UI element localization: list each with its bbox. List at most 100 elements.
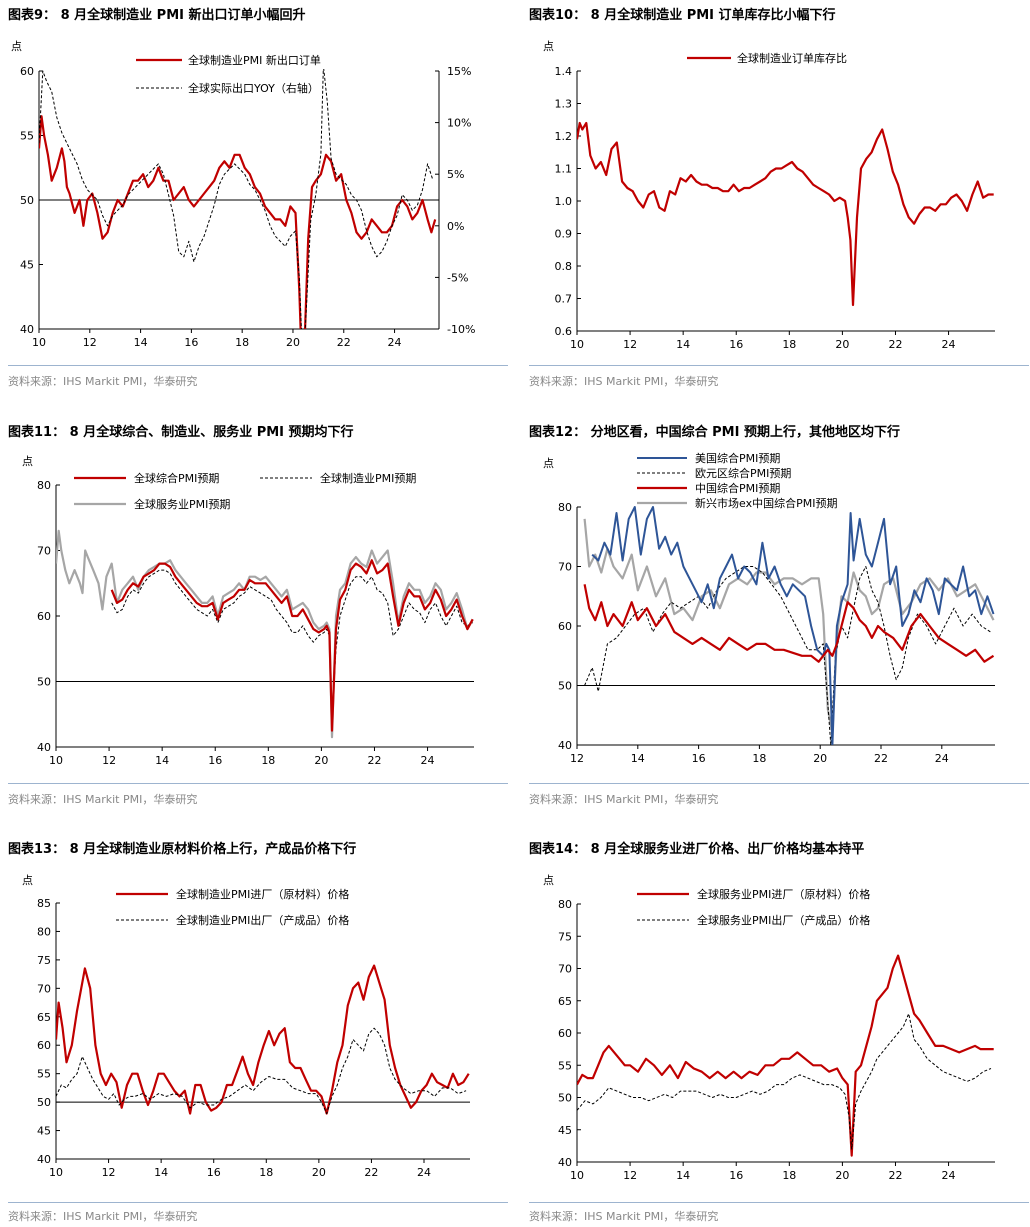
divider <box>529 1202 1029 1203</box>
y-tick-label: 0.7 <box>555 293 573 306</box>
x-tick-label: 16 <box>207 1166 221 1179</box>
y-tick-label: 45 <box>37 1125 51 1138</box>
y-tick-label: 60 <box>20 65 34 78</box>
x-tick-label: 22 <box>888 338 902 350</box>
y-tick-label: 1.1 <box>555 163 573 176</box>
y-tick-label: 60 <box>558 620 572 633</box>
x-tick-label: 18 <box>261 754 275 767</box>
source-note: 资料来源：IHS Markit PMI，华泰研究 <box>529 375 719 388</box>
x-tick-label: 12 <box>102 1166 116 1179</box>
x-tick-label: 20 <box>286 336 300 349</box>
y2-tick-label: -10% <box>447 323 475 336</box>
chart-11-plot: 点 40 50 60 70 80 10 12 14 16 18 20 22 24 全球综合PMI预期 全球制造… <box>22 455 474 767</box>
y2-tick-label: 10% <box>447 117 471 130</box>
x-tick-label: 10 <box>49 754 63 767</box>
y-tick-label: 45 <box>558 1124 572 1137</box>
x-tick-label: 20 <box>312 1166 326 1179</box>
x-tick-label: 14 <box>631 752 645 765</box>
y-tick-label: 1.2 <box>555 130 573 143</box>
legend-label: 全球制造业PMI预期 <box>320 471 416 485</box>
chart-panel-14: 图表14： 8 月全球服务业进厂价格、出厂价格均基本持平 点 40 45 50 55 60… <box>529 838 1029 1227</box>
y-tick-label: 65 <box>37 1011 51 1024</box>
y-axis-unit: 点 <box>543 40 554 53</box>
y-tick-label: 50 <box>20 194 34 207</box>
y-tick-label: 80 <box>558 501 572 514</box>
x-tick-label: 24 <box>935 752 949 765</box>
y-tick-label: 50 <box>558 1092 572 1105</box>
x-tick-label: 18 <box>235 336 249 349</box>
series-line-3 <box>110 559 474 732</box>
y-tick-label: 75 <box>558 930 572 943</box>
x-tick-label: 20 <box>813 752 827 765</box>
series-line-1 <box>56 529 474 739</box>
source-note: 资料来源：IHS Markit PMI，华泰研究 <box>8 375 198 388</box>
divider <box>8 1202 508 1203</box>
x-tick-label: 14 <box>676 338 690 350</box>
y-tick-label: 55 <box>37 1068 51 1081</box>
legend-label: 中国综合PMI预期 <box>695 481 780 495</box>
y-axis-unit: 点 <box>22 455 33 468</box>
x-tick-label: 18 <box>782 338 796 350</box>
legend-label: 全球制造业PMI出厂（产成品）价格 <box>176 913 349 927</box>
x-tick-label: 16 <box>208 754 222 767</box>
chart-title: 图表9： 8 月全球制造业 PMI 新出口订单小幅回升 <box>8 8 306 23</box>
series-line-1 <box>577 121 994 307</box>
y-axis-unit: 点 <box>543 874 554 887</box>
x-tick-label: 22 <box>364 1166 378 1179</box>
x-tick-label: 16 <box>729 1169 743 1182</box>
x-tick-label: 24 <box>417 1166 431 1179</box>
x-tick-label: 22 <box>888 1169 902 1182</box>
x-tick-label: 24 <box>388 336 402 349</box>
legend-label: 全球服务业PMI预期 <box>134 497 230 511</box>
x-tick-label: 18 <box>259 1166 273 1179</box>
chart-12-plot: 点 40 50 60 70 80 12 14 16 18 20 22 24 美国综合PMI预期欧元区综合P… <box>543 451 995 765</box>
chart-title: 图表12： 分地区看，中国综合 PMI 预期上行，其他地区均下行 <box>529 425 900 440</box>
x-tick-label: 12 <box>623 338 637 350</box>
y-tick-label: 85 <box>37 897 51 910</box>
legend-label: 全球制造业PMI进厂（原材料）价格 <box>176 887 349 901</box>
series-line-4 <box>583 584 995 663</box>
x-tick-label: 14 <box>676 1169 690 1182</box>
y2-tick-label: 5% <box>447 168 464 181</box>
source-note: 资料来源：IHS Markit PMI，华泰研究 <box>8 793 198 806</box>
chart-10-plot: 点 0.6 0.7 0.8 0.9 1.0 1.1 1.2 1.3 1.4 10 12 14 16 18 20… <box>543 40 995 350</box>
x-tick-label: 18 <box>782 1169 796 1182</box>
legend-label: 欧元区综合PMI预期 <box>695 466 791 480</box>
chart-title: 图表10： 8 月全球制造业 PMI 订单库存比小幅下行 <box>529 8 836 23</box>
y-tick-label: 50 <box>37 676 51 689</box>
y-tick-label: 0.6 <box>555 325 573 338</box>
y-tick-label: 80 <box>37 479 51 492</box>
y-tick-label: 1.3 <box>555 98 573 111</box>
source-note: 资料来源：IHS Markit PMI，华泰研究 <box>8 1210 198 1223</box>
chart-title: 图表13： 8 月全球制造业原材料价格上行，产成品价格下行 <box>8 842 357 857</box>
y-tick-label: 80 <box>558 898 572 911</box>
x-tick-label: 24 <box>942 1169 956 1182</box>
legend-label: 全球服务业PMI出厂（产成品）价格 <box>697 913 870 927</box>
y-tick-label: 50 <box>37 1096 51 1109</box>
chart-panel-9: 图表9： 8 月全球制造业 PMI 新出口订单小幅回升 点 40 45 50 55 60 -… <box>8 4 508 396</box>
series-line-2 <box>56 1027 467 1114</box>
x-tick-label: 20 <box>314 754 328 767</box>
y-tick-label: 40 <box>558 739 572 752</box>
chart-panel-12: 图表12： 分地区看，中国综合 PMI 预期上行，其他地区均下行 点 40 50 60… <box>529 421 1029 813</box>
y-axis-unit: 点 <box>22 874 33 887</box>
x-tick-label: 18 <box>752 752 766 765</box>
chart-panel-10: 图表10： 8 月全球制造业 PMI 订单库存比小幅下行 点 0.6 0.7 0.8 0… <box>529 4 1029 396</box>
x-tick-label: 24 <box>421 754 435 767</box>
y-tick-label: 60 <box>37 610 51 623</box>
chart-title: 图表14： 8 月全球服务业进厂价格、出厂价格均基本持平 <box>529 842 865 857</box>
series-line-3 <box>591 506 995 745</box>
y-tick-label: 60 <box>37 1039 51 1052</box>
series-line-1 <box>583 518 995 735</box>
y-tick-label: 40 <box>558 1156 572 1169</box>
series-line-1 <box>39 115 437 329</box>
y2-tick-label: -5% <box>447 271 468 284</box>
x-tick-label: 10 <box>49 1166 63 1179</box>
chart-13-plot: 点 40 45 50 55 60 65 70 75 80 85 10 12 14 16 18 20 22 24 全球制… <box>22 874 470 1179</box>
x-tick-label: 24 <box>942 338 956 350</box>
y-tick-label: 40 <box>37 1153 51 1166</box>
legend-label: 美国综合PMI预期 <box>695 451 780 465</box>
x-tick-label: 14 <box>155 754 169 767</box>
legend-label: 全球综合PMI预期 <box>134 471 219 485</box>
y-axis-unit: 点 <box>543 457 554 470</box>
